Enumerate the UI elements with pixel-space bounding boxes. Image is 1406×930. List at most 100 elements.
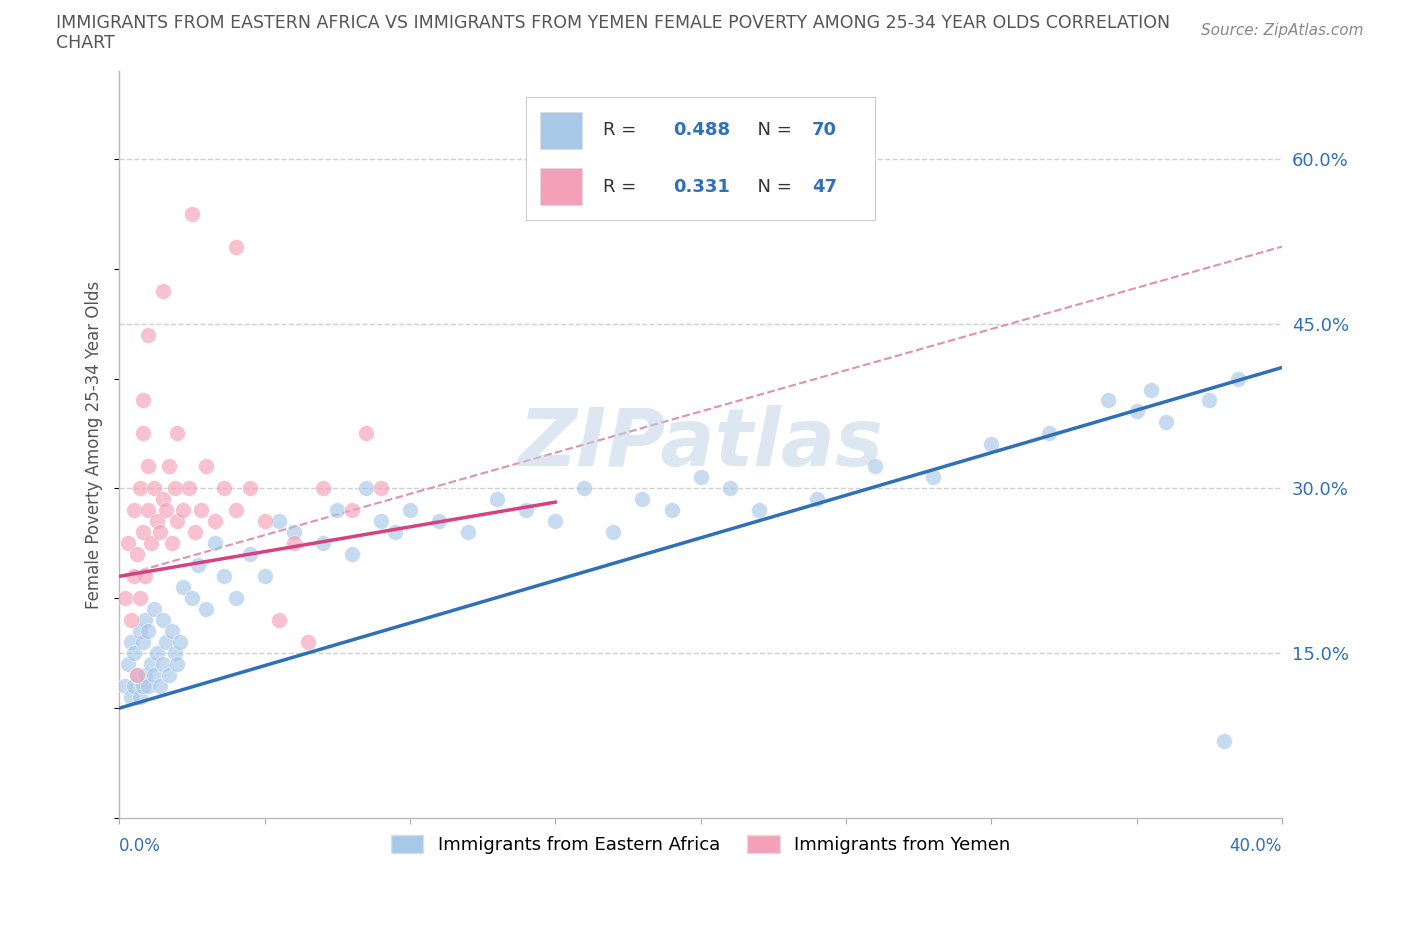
Point <box>1097 393 1119 408</box>
Point <box>806 492 828 507</box>
Point <box>602 525 624 539</box>
Point <box>212 569 235 584</box>
Point <box>125 547 148 562</box>
Point <box>384 525 406 539</box>
Point <box>184 525 207 539</box>
Point <box>143 668 166 683</box>
Legend: Immigrants from Eastern Africa, Immigrants from Yemen: Immigrants from Eastern Africa, Immigran… <box>384 828 1018 861</box>
Text: Source: ZipAtlas.com: Source: ZipAtlas.com <box>1201 23 1364 38</box>
Point <box>122 679 145 694</box>
Text: CHART: CHART <box>56 34 115 52</box>
Point <box>134 668 156 683</box>
Point <box>195 602 218 617</box>
Point <box>204 536 226 551</box>
Point <box>239 481 262 496</box>
Point <box>225 503 247 518</box>
Point <box>149 525 172 539</box>
Point <box>166 657 188 671</box>
Point <box>143 602 166 617</box>
Point <box>120 690 142 705</box>
Text: 40.0%: 40.0% <box>1230 837 1282 855</box>
Point <box>169 635 191 650</box>
Point <box>134 613 156 628</box>
Point <box>128 624 150 639</box>
Point <box>340 503 363 518</box>
Point <box>134 569 156 584</box>
Point <box>748 503 770 518</box>
Point <box>160 536 183 551</box>
Point <box>152 657 174 671</box>
Point <box>138 503 160 518</box>
Point <box>152 613 174 628</box>
Point <box>117 657 139 671</box>
Point <box>253 569 276 584</box>
Point <box>239 547 262 562</box>
Point <box>128 690 150 705</box>
Point <box>152 283 174 298</box>
Point <box>340 547 363 562</box>
Point <box>283 536 305 551</box>
Point <box>1154 415 1177 430</box>
Point <box>312 481 335 496</box>
Text: 0.0%: 0.0% <box>120 837 162 855</box>
Point <box>172 503 194 518</box>
Point <box>922 470 945 485</box>
Point <box>1140 382 1163 397</box>
Point <box>187 558 209 573</box>
Point <box>160 624 183 639</box>
Point <box>283 525 305 539</box>
Point <box>131 426 153 441</box>
Point <box>370 514 392 529</box>
Point <box>631 492 654 507</box>
Point <box>131 679 153 694</box>
Point <box>125 668 148 683</box>
Point <box>128 591 150 605</box>
Point <box>312 536 335 551</box>
Point <box>980 437 1002 452</box>
Point <box>117 536 139 551</box>
Point <box>190 503 212 518</box>
Point <box>114 679 136 694</box>
Point <box>1212 734 1234 749</box>
Point <box>204 514 226 529</box>
Point <box>143 481 166 496</box>
Point <box>718 481 741 496</box>
Point <box>399 503 422 518</box>
Point <box>166 514 188 529</box>
Point <box>225 591 247 605</box>
Point <box>370 481 392 496</box>
Point <box>181 206 204 221</box>
Point <box>131 525 153 539</box>
Point <box>157 459 180 474</box>
Y-axis label: Female Poverty Among 25-34 Year Olds: Female Poverty Among 25-34 Year Olds <box>86 280 103 608</box>
Point <box>163 481 186 496</box>
Text: ZIPatlas: ZIPatlas <box>519 405 883 484</box>
Point <box>141 657 163 671</box>
Point <box>138 679 160 694</box>
Point <box>574 481 596 496</box>
Point <box>515 503 537 518</box>
Point <box>225 239 247 254</box>
Point <box>122 569 145 584</box>
Point <box>155 503 177 518</box>
Point <box>689 470 711 485</box>
Point <box>486 492 509 507</box>
Point <box>863 459 886 474</box>
Point <box>1125 404 1147 418</box>
Point <box>457 525 479 539</box>
Point <box>146 645 169 660</box>
Point <box>155 635 177 650</box>
Point <box>195 459 218 474</box>
Point <box>661 503 683 518</box>
Point <box>1198 393 1220 408</box>
Text: IMMIGRANTS FROM EASTERN AFRICA VS IMMIGRANTS FROM YEMEN FEMALE POVERTY AMONG 25-: IMMIGRANTS FROM EASTERN AFRICA VS IMMIGR… <box>56 14 1170 32</box>
Point <box>141 536 163 551</box>
Point <box>138 624 160 639</box>
Point <box>131 393 153 408</box>
Point <box>212 481 235 496</box>
Point <box>1227 371 1250 386</box>
Point <box>177 481 200 496</box>
Point <box>1038 426 1060 441</box>
Point <box>138 327 160 342</box>
Point <box>138 459 160 474</box>
